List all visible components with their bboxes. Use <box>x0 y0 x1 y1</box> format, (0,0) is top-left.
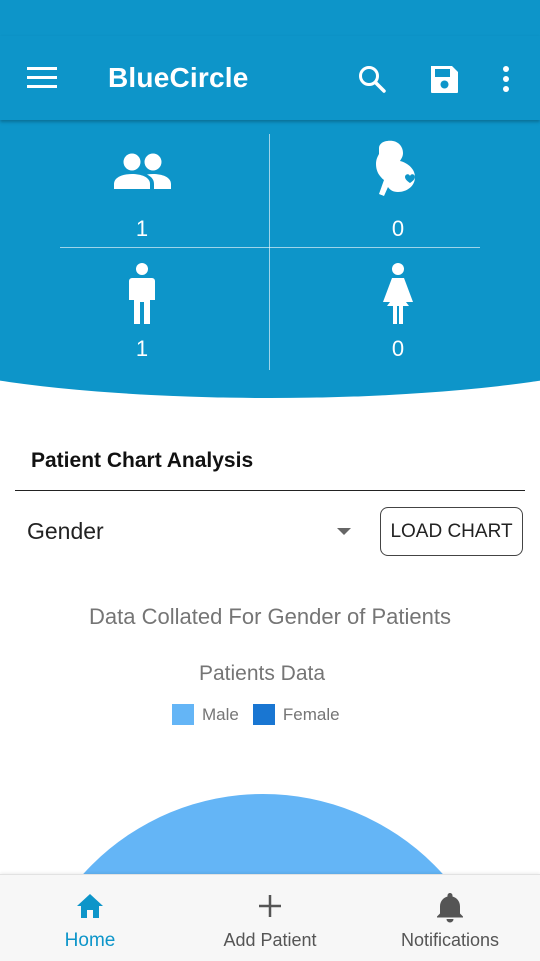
nav-add-patient-label: Add Patient <box>223 930 317 950</box>
stats-divider-vertical <box>269 134 270 370</box>
bottom-navigation: Home Add Patient Notifications <box>0 874 540 961</box>
male-patients-count: 1 <box>135 336 149 361</box>
legend-label-female: Female <box>282 704 340 724</box>
nav-add-patient[interactable]: Add Patient <box>180 875 360 961</box>
search-icon <box>359 66 386 93</box>
legend-item-male[interactable]: Male <box>172 704 239 725</box>
nav-home[interactable]: Home <box>0 875 180 961</box>
bell-icon <box>437 893 463 923</box>
stat-female-patients[interactable]: 0 <box>293 262 503 362</box>
legend-swatch-female <box>252 704 275 725</box>
more-vert-icon <box>503 66 509 92</box>
chart-field-select[interactable]: Gender <box>27 516 357 550</box>
plus-icon <box>259 895 281 917</box>
save-icon <box>431 66 458 93</box>
nav-home-label: Home <box>64 930 116 951</box>
chart-legend: Male Female <box>172 704 354 725</box>
legend-item-female[interactable]: Female <box>252 704 340 725</box>
male-icon <box>129 263 155 324</box>
stat-pregnant-patients[interactable]: 0 <box>293 140 503 241</box>
stat-male-patients[interactable]: 1 <box>37 262 247 362</box>
chart-subtitle: Patients Data <box>198 662 326 685</box>
people-icon <box>114 153 171 189</box>
menu-icon <box>27 67 57 70</box>
stats-divider-horizontal <box>60 247 480 248</box>
load-chart-button[interactable]: LOAD CHART <box>380 507 523 556</box>
female-patients-count: 0 <box>391 336 405 361</box>
stat-total-patients[interactable]: 1 <box>37 140 247 241</box>
nav-notifications[interactable]: Notifications <box>360 875 540 961</box>
legend-label-male: Male <box>202 704 239 724</box>
pregnant-woman-icon <box>376 140 415 196</box>
app-title: BlueCircle <box>108 62 249 93</box>
female-icon <box>383 263 413 324</box>
section-title: Patient Chart Analysis <box>31 449 254 472</box>
nav-notifications-label: Notifications <box>400 930 500 950</box>
chevron-down-icon <box>337 528 351 535</box>
legend-swatch-male <box>172 704 194 725</box>
menu-button[interactable] <box>27 67 57 89</box>
save-button[interactable] <box>428 63 460 95</box>
selected-field: Gender <box>27 518 104 544</box>
home-icon <box>77 894 103 918</box>
total-patients-count: 1 <box>135 216 149 241</box>
more-options-button[interactable] <box>494 63 518 95</box>
app-bar: BlueCircle <box>0 36 540 120</box>
search-button[interactable] <box>356 63 388 95</box>
chart-title: Data Collated For Gender of Patients <box>89 604 451 629</box>
pregnant-patients-count: 0 <box>391 216 405 241</box>
section-divider <box>15 490 525 491</box>
